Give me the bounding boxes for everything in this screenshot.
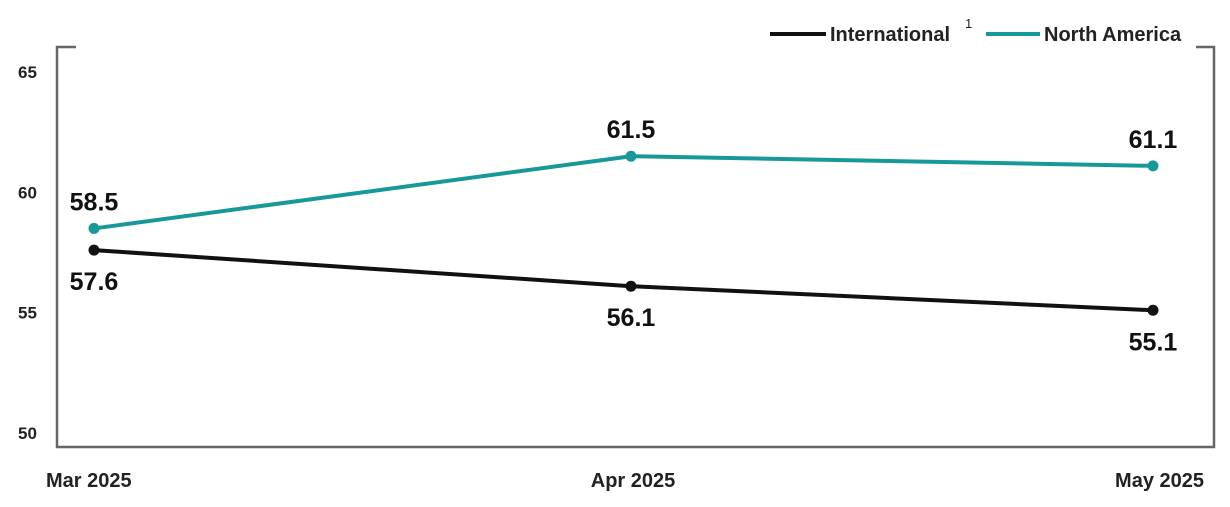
x-tick-label: May 2025 <box>1115 470 1204 492</box>
data-label-north-america: 58.5 <box>70 188 119 216</box>
y-tick-label: 55 <box>18 304 37 323</box>
x-axis-ticks: Mar 2025 Apr 2025 May 2025 <box>46 470 1204 492</box>
series-line-international <box>93 248 1154 313</box>
x-tick-label: Mar 2025 <box>46 470 132 492</box>
data-point-north-america <box>625 150 637 162</box>
data-label-north-america: 61.5 <box>607 116 656 144</box>
data-point-north-america <box>1147 160 1159 172</box>
legend-footnote-marker: 1 <box>965 16 972 31</box>
data-label-international: 57.6 <box>70 268 119 296</box>
legend-label-international: International <box>830 24 950 46</box>
data-point-international <box>88 244 100 256</box>
y-tick-label: 50 <box>18 424 37 443</box>
data-point-north-america <box>88 222 100 234</box>
x-tick-label: Apr 2025 <box>591 470 676 492</box>
data-point-international <box>625 280 637 292</box>
data-label-international: 55.1 <box>1129 328 1178 356</box>
series-layer: 57.6 56.1 55.1 58.5 61.5 61.1 <box>70 116 1178 356</box>
data-label-international: 56.1 <box>607 304 656 332</box>
y-axis-ticks: 50 55 60 65 <box>18 63 37 443</box>
chart-frame <box>55 45 1216 449</box>
series-line-north-america <box>93 154 1154 231</box>
data-point-international <box>1147 304 1159 316</box>
legend: International 1 North America <box>770 16 1182 46</box>
legend-label-north-america: North America <box>1044 24 1182 46</box>
y-tick-label: 60 <box>18 183 37 202</box>
data-label-north-america: 61.1 <box>1129 126 1178 154</box>
y-tick-label: 65 <box>18 63 37 82</box>
